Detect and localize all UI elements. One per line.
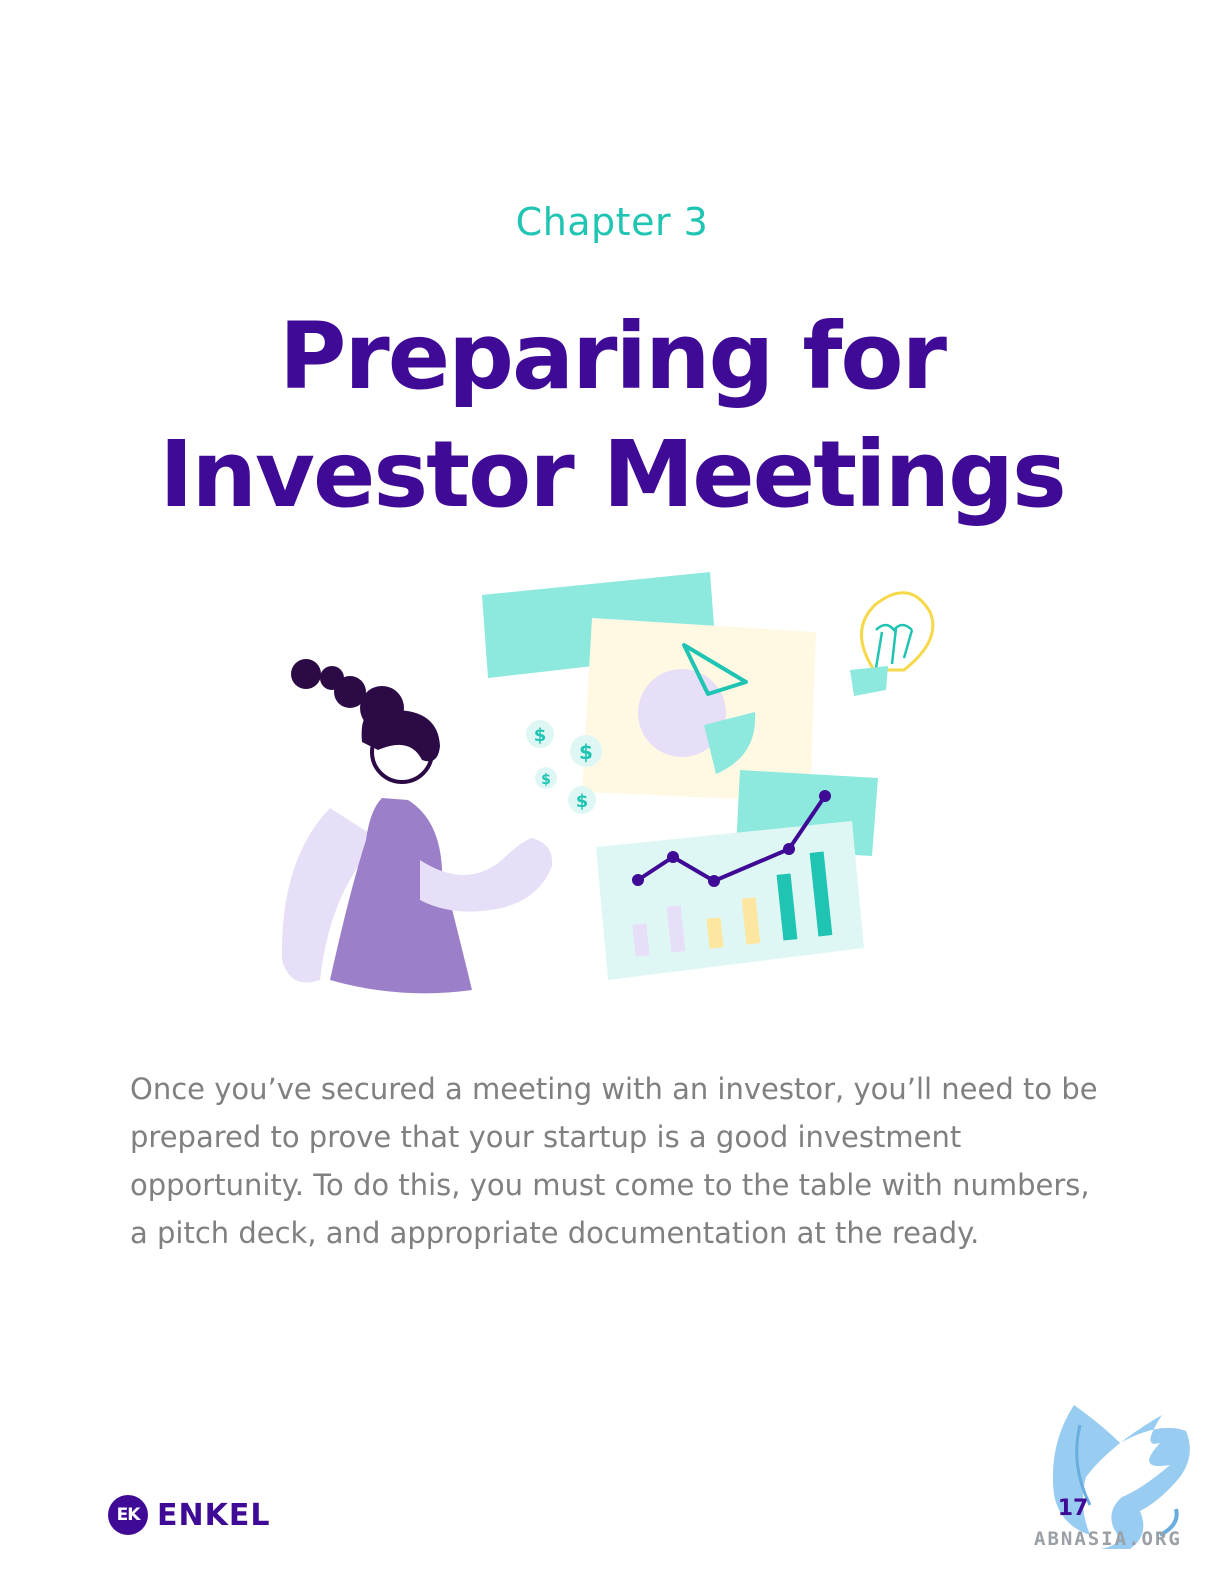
svg-text:$: $ [576,791,589,812]
chapter-label: Chapter 3 [515,200,709,244]
body-paragraph: Once you’ve secured a meeting with an in… [130,1072,1098,1250]
enkel-logo-text: ENKEL [157,1497,271,1533]
svg-text:$: $ [541,772,551,788]
woman-presenter-icon [281,659,553,994]
dollar-coin-icon-2: $ [570,735,602,767]
page-title-line-2: Investor Meetings [159,421,1066,528]
svg-text:$: $ [534,725,547,746]
page-title: Preparing for Investor Meetings [0,298,1224,534]
page-number: 17 [1057,1496,1089,1521]
investor-meeting-illustration: $ $ $ $ [281,572,935,994]
watermark-text: ABNASIA.ORG [1034,1528,1182,1550]
lightbulb-icon [850,591,935,696]
line-bar-chart-card-icon [596,790,864,980]
dollar-coin-icon-3: $ [535,767,557,789]
page-title-line-1: Preparing for [278,303,947,410]
dollar-coin-icon-4: $ [568,786,596,814]
griffin-watermark-icon [1052,1405,1190,1549]
dollar-coin-icon: $ [526,720,554,748]
pie-chart-card-icon [582,618,816,802]
enkel-logo-mark-icon: EK [108,1495,148,1535]
svg-text:$: $ [579,740,593,764]
footer-logo: EK ENKEL [108,1490,270,1540]
